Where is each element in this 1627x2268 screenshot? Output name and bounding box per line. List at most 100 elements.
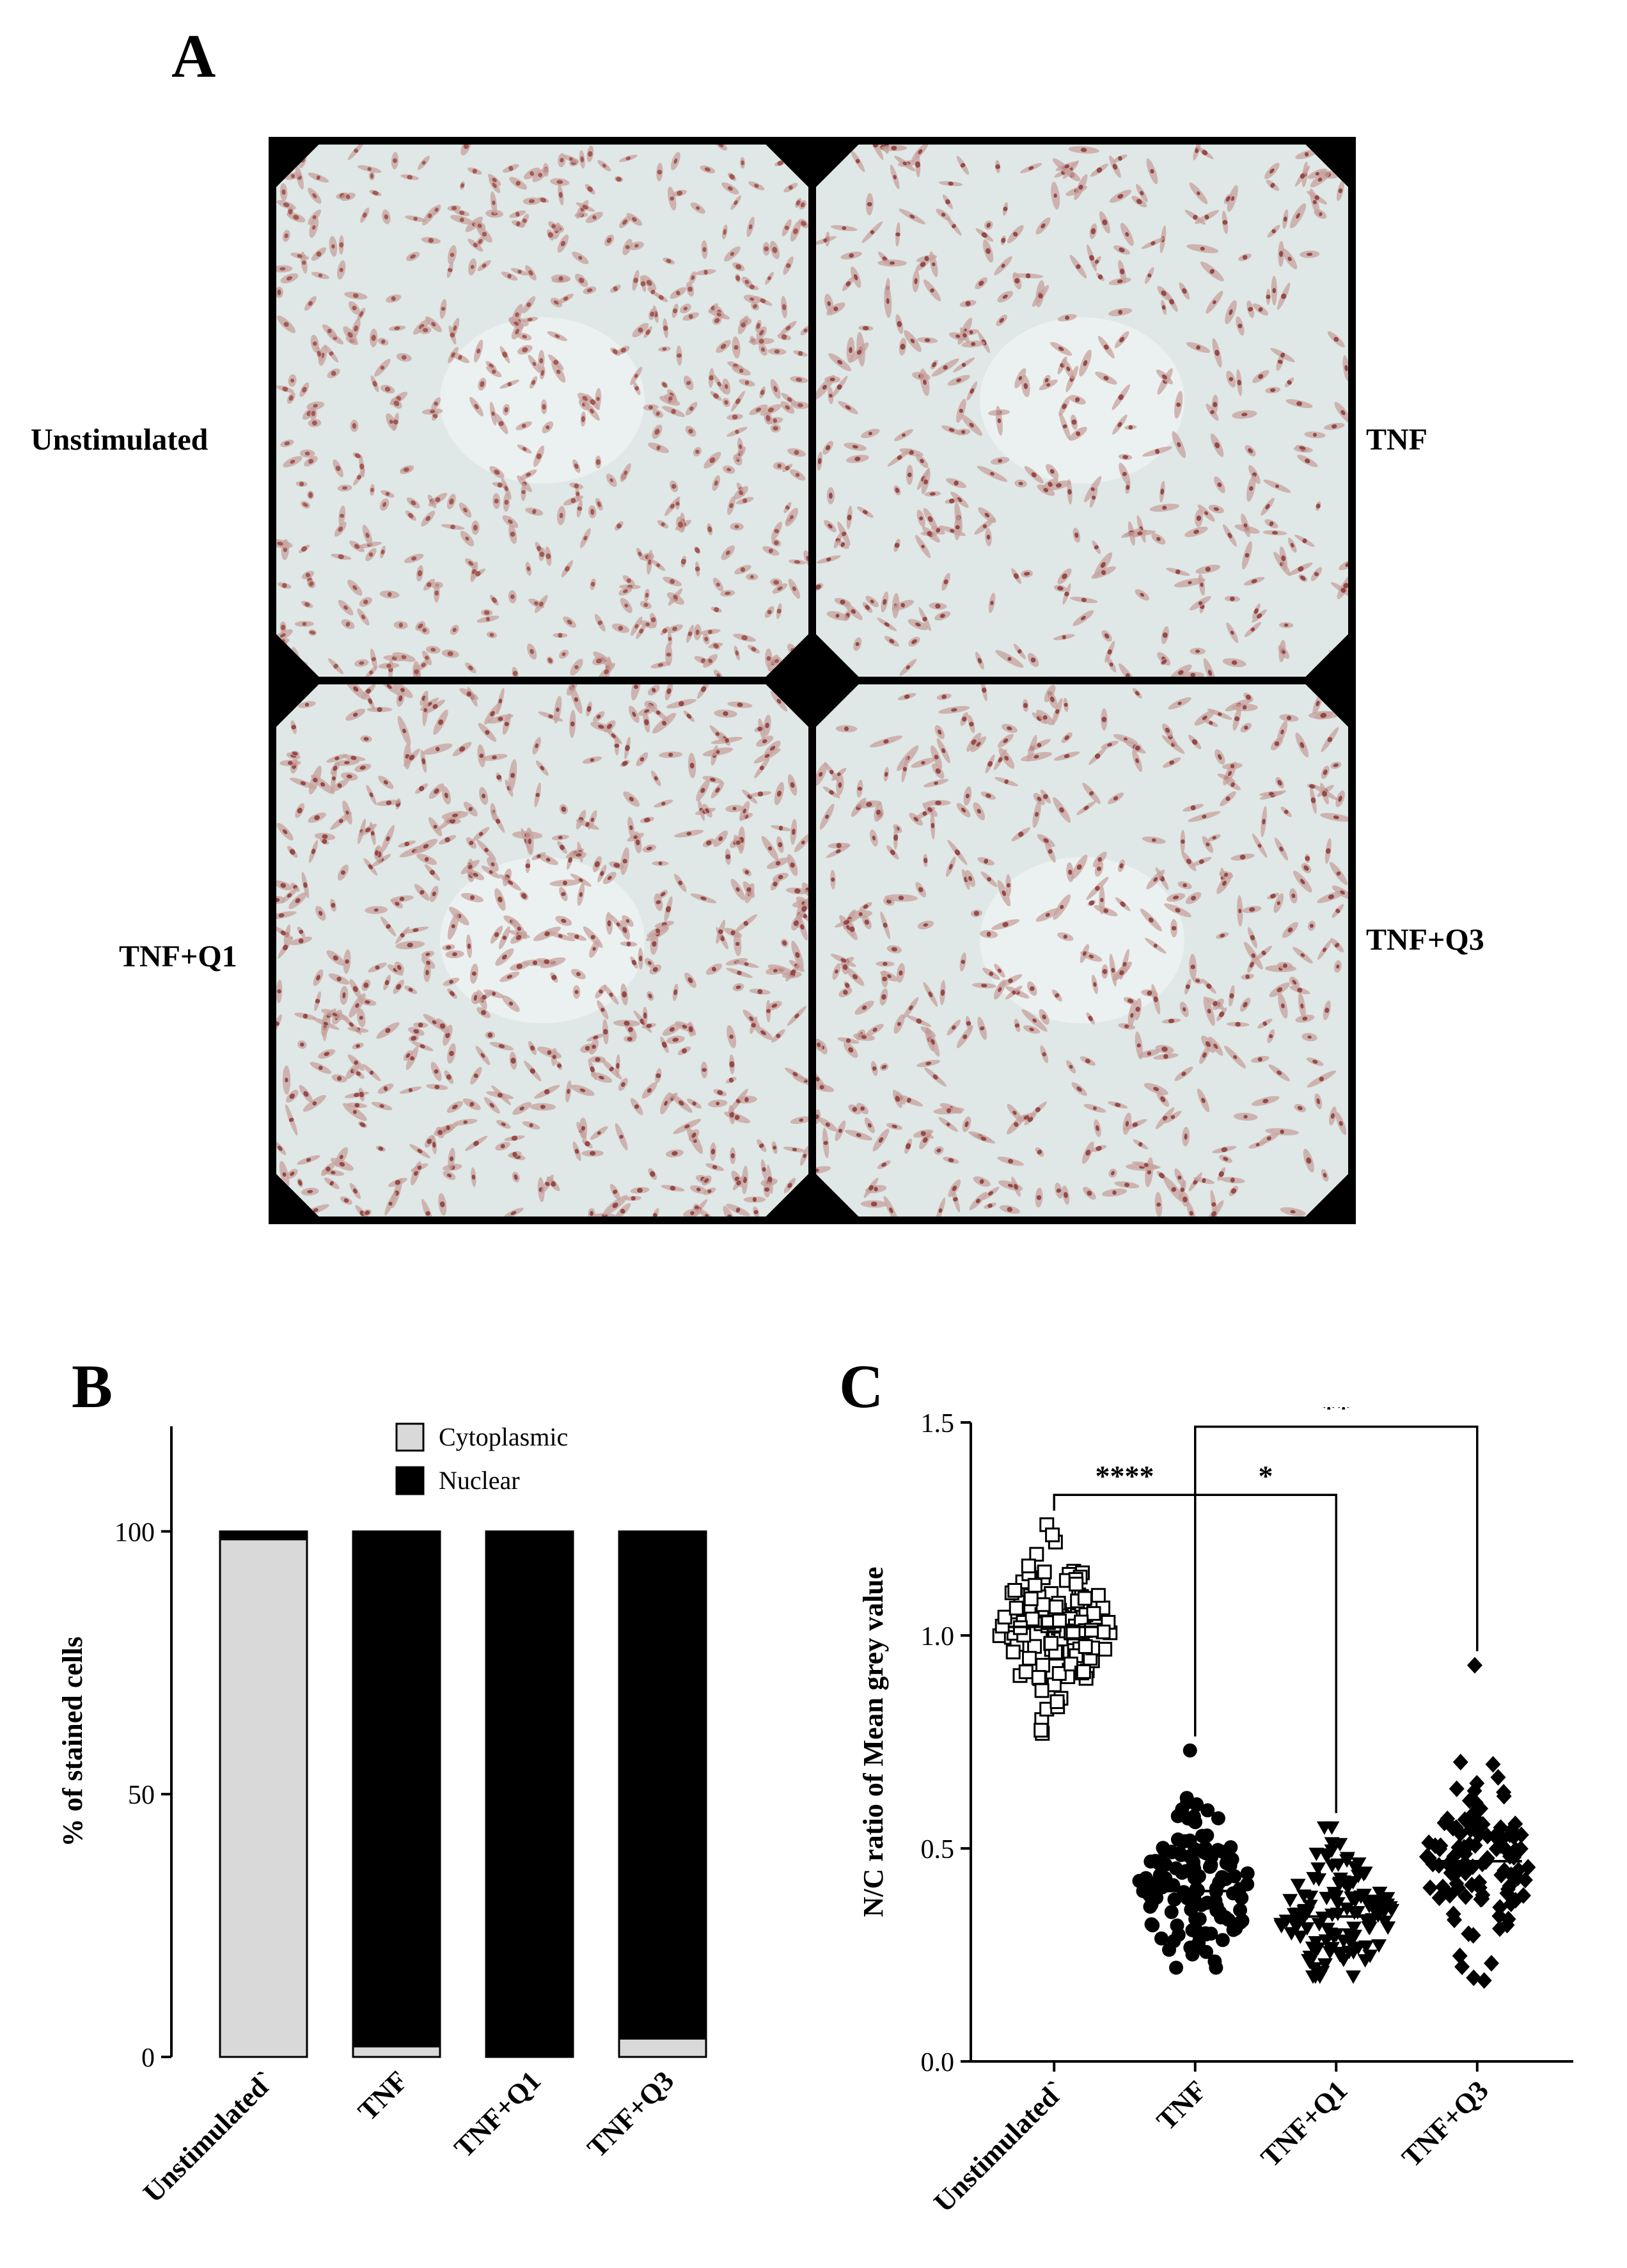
cell-nucleus — [522, 347, 528, 352]
cell-nucleus — [923, 379, 927, 385]
cell-nucleus — [522, 447, 527, 451]
cell — [730, 878, 745, 901]
cell-nucleus — [336, 977, 342, 982]
cell-nucleus — [1003, 207, 1008, 212]
cell — [975, 277, 987, 290]
cell — [1083, 1104, 1106, 1113]
cell-nucleus — [298, 938, 304, 944]
cell — [328, 973, 350, 985]
cell — [727, 701, 753, 708]
cell — [349, 993, 366, 1018]
cell-nucleus — [548, 714, 553, 719]
cell-nucleus — [1269, 168, 1275, 174]
cell — [521, 317, 538, 322]
cell-nucleus — [354, 148, 359, 154]
cell — [1166, 567, 1190, 576]
cell-nucleus — [391, 296, 396, 301]
cell — [1014, 368, 1026, 389]
cell-nucleus — [381, 549, 385, 555]
cell — [1330, 582, 1348, 599]
cell — [595, 984, 607, 999]
cell-nucleus — [607, 920, 611, 927]
cell-nucleus — [929, 492, 936, 496]
cell-nucleus — [620, 1082, 625, 1087]
cell — [627, 833, 644, 842]
cell-nucleus — [798, 350, 803, 356]
cell-nucleus — [530, 1068, 535, 1074]
cell — [330, 1158, 354, 1171]
cell-nucleus — [891, 145, 897, 151]
cell-nucleus — [356, 1071, 361, 1076]
cell-nucleus — [777, 586, 783, 591]
cell — [1285, 399, 1313, 409]
cell — [585, 212, 603, 223]
cell — [365, 547, 377, 562]
cell — [785, 887, 808, 895]
cell — [1195, 146, 1214, 159]
cell-nucleus — [452, 814, 459, 817]
cell-nucleus — [828, 492, 833, 499]
cell-nucleus — [774, 659, 780, 663]
cell — [651, 770, 661, 787]
cell-nucleus — [849, 253, 854, 258]
cell — [535, 760, 549, 776]
cell — [743, 1196, 766, 1203]
cell-nucleus — [327, 329, 332, 333]
cell-nucleus — [1057, 586, 1064, 591]
cell-nucleus — [690, 1211, 695, 1215]
cell — [791, 940, 804, 970]
cell-body — [1335, 661, 1348, 677]
cell — [857, 506, 874, 518]
cell — [701, 240, 708, 259]
cell — [390, 895, 414, 902]
cell-nucleus — [434, 1085, 440, 1089]
cell-nucleus — [680, 558, 686, 565]
cell-nucleus — [979, 1179, 984, 1185]
cell-nucleus — [586, 705, 592, 713]
cell-nucleus — [1150, 169, 1154, 174]
cell — [289, 777, 317, 789]
cell-nucleus — [645, 592, 649, 598]
cell — [783, 1177, 796, 1193]
cell-nucleus — [1339, 1121, 1343, 1126]
cell — [357, 1008, 366, 1028]
cell-nucleus — [907, 472, 912, 477]
cell — [787, 854, 798, 876]
cell-nucleus — [1178, 670, 1184, 675]
cell — [551, 274, 571, 283]
cell-nucleus — [1190, 672, 1196, 677]
cell-nucleus — [816, 1076, 820, 1082]
cell-nucleus — [714, 318, 720, 324]
cell-nucleus — [424, 857, 429, 862]
cell — [688, 1129, 700, 1142]
cell — [941, 425, 963, 435]
cell-nucleus — [897, 455, 902, 461]
cell — [664, 684, 673, 701]
cell — [822, 441, 833, 455]
cell — [519, 469, 537, 480]
cell-nucleus — [413, 1028, 420, 1034]
cell — [1246, 475, 1256, 502]
cell-nucleus — [386, 924, 391, 929]
cell-nucleus — [536, 453, 542, 459]
cell-nucleus — [650, 289, 656, 294]
cell — [1197, 504, 1215, 522]
cell — [667, 186, 677, 211]
cell-nucleus — [893, 175, 897, 180]
cell-nucleus — [872, 1027, 877, 1032]
cell — [314, 833, 336, 840]
cell-nucleus — [576, 491, 580, 497]
cell — [732, 262, 745, 272]
cell — [1081, 1141, 1094, 1164]
cell — [1315, 501, 1321, 511]
cell-nucleus — [938, 1208, 943, 1213]
cell-nucleus — [881, 994, 886, 1000]
cell-nucleus — [652, 941, 657, 947]
cell-nucleus — [432, 1142, 436, 1148]
cell — [895, 222, 900, 247]
cell-nucleus — [1202, 1052, 1207, 1059]
cell — [988, 592, 996, 613]
cell-nucleus — [1160, 1096, 1166, 1103]
cell — [1024, 1113, 1037, 1126]
cell-nucleus — [750, 575, 754, 579]
